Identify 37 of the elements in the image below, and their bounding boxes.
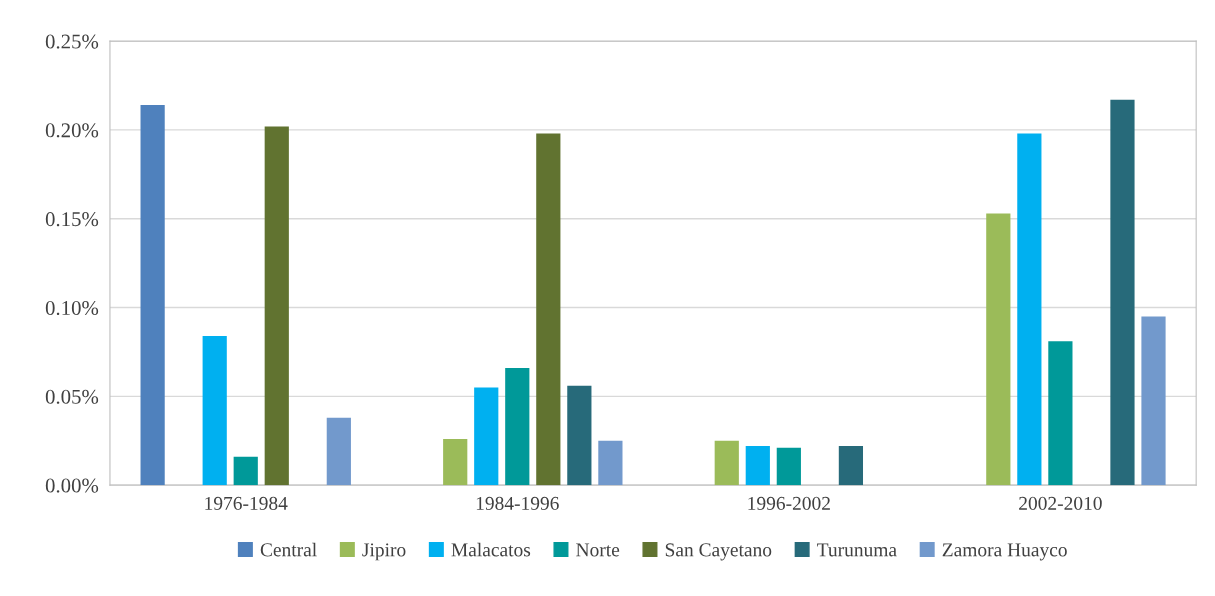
y-tick-label: 0.20%: [45, 123, 99, 138]
legend-label: Turunuma: [817, 543, 897, 557]
legend-label: Jipiro: [362, 543, 406, 561]
bar: [838, 446, 864, 486]
x-tick-label: 1996-2002: [748, 496, 830, 510]
bar: [776, 447, 801, 486]
bar: [505, 367, 530, 486]
x-tick-label: 1976-1984: [205, 496, 288, 510]
bar: [1048, 341, 1073, 486]
x-tick-label: 2002-2010: [1019, 496, 1102, 510]
bar: [1110, 99, 1135, 486]
bar: [140, 105, 165, 486]
bar: [443, 438, 468, 486]
y-tick-label: 0.15%: [45, 212, 99, 227]
bar: [536, 133, 561, 486]
legend-label: Malacatos: [451, 542, 531, 557]
legend-label: Norte: [576, 543, 620, 557]
y-tick-label: 0.10%: [45, 300, 99, 316]
bar: [474, 387, 499, 486]
x-tick-label: 1984-1996: [476, 496, 559, 510]
bar: [264, 126, 289, 486]
legend-label: Zamora Huayco: [942, 543, 1067, 561]
bar: [986, 213, 1011, 486]
y-tick-label: 0.25%: [45, 34, 99, 49]
y-tick-label: 0.00%: [45, 478, 99, 493]
legend-label: San Cayetano: [665, 543, 772, 561]
legend-label: Central: [260, 542, 317, 557]
bar: [233, 456, 258, 486]
bar: [598, 440, 623, 486]
y-tick-label: 0.05%: [45, 389, 99, 404]
bar: [745, 446, 770, 486]
bar: [1141, 316, 1166, 486]
bar: [326, 417, 351, 486]
bar: [714, 440, 739, 486]
bar: [202, 335, 227, 486]
bar: [1017, 133, 1042, 486]
bar: [567, 385, 592, 486]
